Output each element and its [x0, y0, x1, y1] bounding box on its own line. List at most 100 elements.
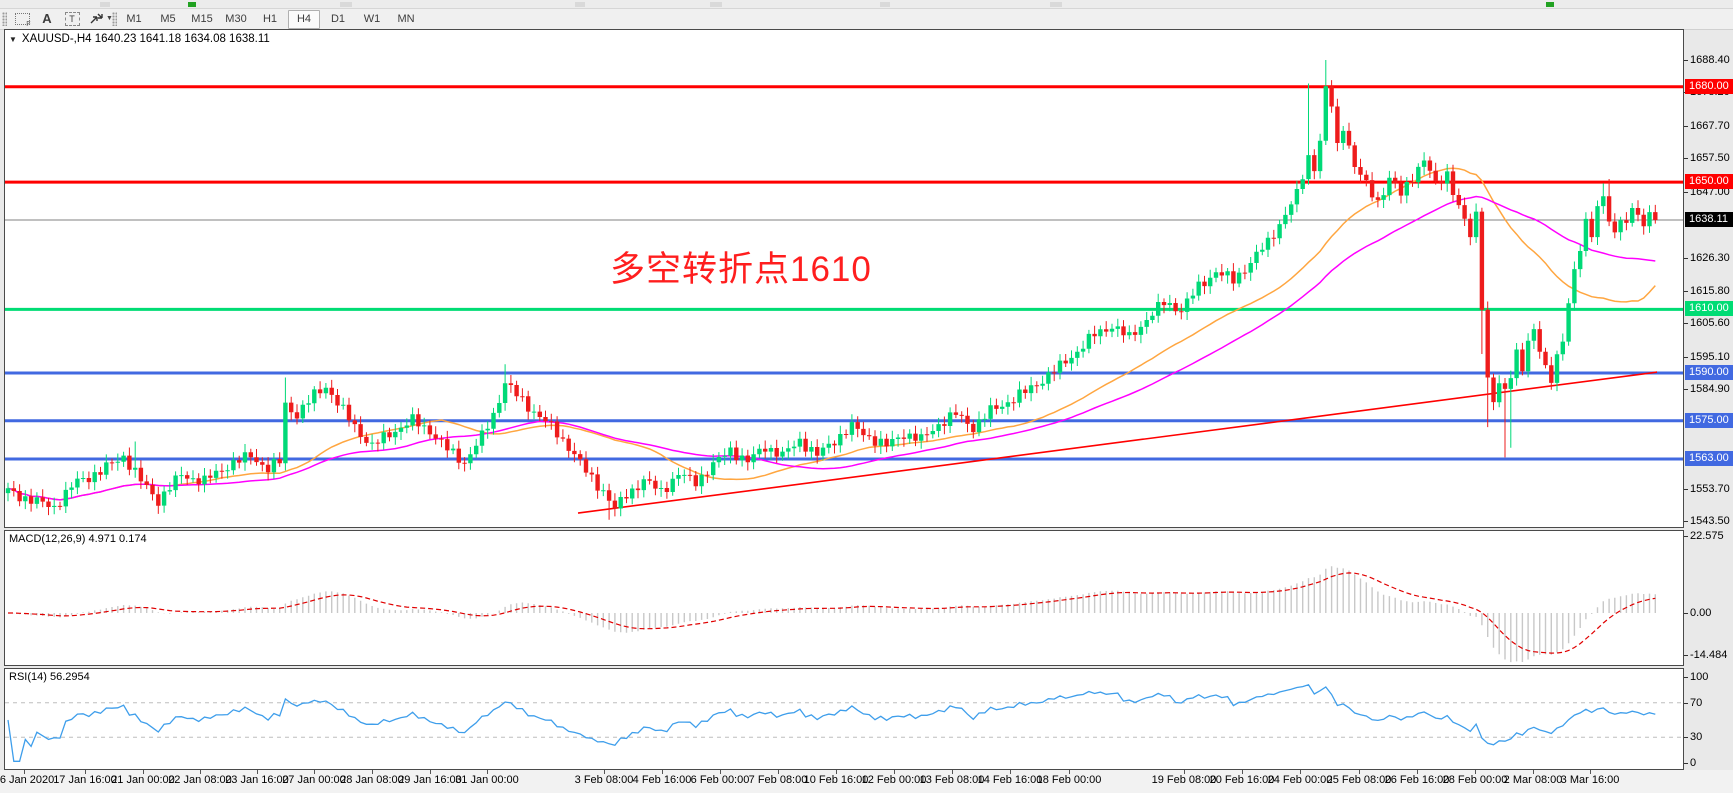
chart-title: ▼ XAUUSD-,H4 1640.23 1641.18 1634.08 163… [9, 33, 270, 45]
tf-button-h4[interactable]: H4 [288, 10, 320, 29]
rsi-tick-label: 100 [1690, 671, 1709, 683]
time-label: 23 Jan 16:00 [225, 774, 289, 786]
time-label: 24 Feb 00:00 [1267, 774, 1333, 786]
time-label: 4 Feb 16:00 [632, 774, 692, 786]
price-badge-1638.11: 1638.11 [1685, 211, 1733, 227]
toolbar-fragment [575, 2, 585, 7]
price-tick-label: 1595.10 [1690, 350, 1730, 363]
price-tick-label: 1553.70 [1690, 482, 1730, 495]
time-label: 12 Feb 00:00 [861, 774, 927, 786]
time-tick-mark [894, 770, 895, 774]
price-tick-label: 1626.30 [1690, 251, 1730, 264]
price-tick-mark [1684, 158, 1688, 160]
time-tick-mark [836, 770, 837, 774]
time-label: 18 Feb 00:00 [1036, 774, 1102, 786]
tf-button-d1[interactable]: D1 [330, 13, 346, 25]
toolbar-fragment [1050, 2, 1062, 7]
price-tick-mark [1684, 60, 1688, 61]
rsi-indicator-label: RSI(14) 56.2954 [9, 671, 90, 683]
time-tick-mark [1242, 770, 1243, 774]
tf-button-w1[interactable]: W1 [363, 13, 381, 25]
time-label: 26 Feb 16:00 [1384, 774, 1450, 786]
dropdown-caret-icon: ▼ [106, 15, 113, 22]
toolbar-fragment [340, 2, 352, 7]
price-tick-mark [1684, 356, 1688, 358]
toolbar-group-handle[interactable] [112, 12, 117, 26]
macd-indicator-label: MACD(12,26,9) 4.971 0.174 [9, 533, 147, 545]
time-tick-mark [1069, 770, 1070, 774]
time-tick-mark [1010, 770, 1011, 774]
time-tick-mark [372, 770, 373, 774]
time-tick-mark [1300, 770, 1301, 774]
price-tick-label: 1667.70 [1690, 119, 1730, 132]
time-tick-mark [604, 770, 605, 774]
price-tick-mark [1684, 323, 1688, 325]
time-tick-mark [257, 770, 258, 774]
macd-tick-label: 0.00 [1690, 607, 1712, 619]
macd-tick-label: 22.575 [1690, 530, 1724, 542]
chart-annotation: 多空转折点1610 [610, 250, 872, 289]
price-tick-mark [1684, 191, 1688, 193]
time-label: 28 Feb 00:00 [1442, 774, 1508, 786]
time-label: 29 Jan 16:00 [398, 774, 462, 786]
time-tick-mark [85, 770, 86, 774]
rsi-tick-label: 30 [1690, 731, 1703, 744]
tf-button-mn[interactable]: MN [397, 13, 415, 25]
tf-button-m30[interactable]: M30 [225, 13, 247, 25]
tf-button-m5[interactable]: M5 [160, 13, 176, 25]
toolbar-fragment [188, 2, 196, 7]
macd-tick-mark [1684, 536, 1688, 537]
time-label: 27 Jan 00:00 [282, 774, 346, 786]
price-tick-label: 1657.50 [1690, 152, 1730, 165]
rsi-panel[interactable] [4, 668, 1684, 770]
price-badge-1575.00: 1575.00 [1685, 412, 1733, 428]
price-badge-1610.00: 1610.00 [1685, 301, 1733, 317]
toolbar-fragment [1546, 2, 1554, 7]
time-tick-mark [1359, 770, 1360, 774]
macd-tick-mark [1684, 655, 1688, 656]
time-tick-mark [662, 770, 663, 774]
price-tick-label: 1688.40 [1690, 54, 1730, 66]
time-tick-mark [430, 770, 431, 774]
tf-button-m15[interactable]: M15 [191, 13, 213, 25]
time-tick-mark [952, 770, 953, 774]
time-tick-mark [1475, 770, 1476, 774]
time-axis[interactable] [0, 770, 1733, 793]
time-label: 7 Feb 08:00 [748, 774, 808, 786]
time-label: 3 Feb 08:00 [574, 774, 634, 786]
price-tick-mark [1684, 125, 1688, 127]
time-tick-mark [143, 770, 144, 774]
text-box-icon[interactable]: T [62, 10, 82, 27]
arrow-style-icon[interactable]: ▼ [88, 10, 114, 27]
tf-button-m1[interactable]: M1 [126, 13, 142, 25]
macd-panel[interactable] [4, 530, 1684, 666]
toolbar: F A T ▼ M1 M5 M15 M30 H1 H4 D1 W1 MN [0, 9, 1733, 30]
rsi-tick-label: 70 [1690, 696, 1703, 709]
toolbar-fragment [880, 2, 890, 7]
time-tick-mark [1417, 770, 1418, 774]
time-label: 10 Feb 16:00 [803, 774, 869, 786]
chart-collapse-icon[interactable]: ▼ [9, 34, 17, 44]
text-label-icon[interactable]: A [42, 11, 52, 26]
time-tick-mark [24, 770, 25, 774]
toolbar-fragment [100, 2, 110, 7]
toolbar-drag-handle[interactable] [2, 12, 7, 26]
timeframe-group: M1 M5 M15 M30 H1 H4 D1 W1 MN [118, 10, 424, 29]
tf-button-h1[interactable]: H1 [262, 13, 278, 25]
time-tick-mark [314, 770, 315, 774]
time-label: 25 Feb 08:00 [1326, 774, 1392, 786]
time-tick-mark [1184, 770, 1185, 774]
macd-tick-label: -14.484 [1690, 649, 1728, 661]
time-label: 17 Jan 16:00 [53, 774, 117, 786]
dotted-grid-icon[interactable]: F [12, 10, 32, 28]
time-label: 2 Mar 08:00 [1503, 774, 1563, 786]
price-tick-mark [1684, 389, 1688, 391]
price-badge-1650.00: 1650.00 [1685, 174, 1733, 190]
time-label: 6 Feb 00:00 [690, 774, 750, 786]
time-label: 21 Jan 00:00 [111, 774, 175, 786]
window-top-strip [0, 0, 1733, 9]
price-tick-mark [1684, 257, 1688, 259]
price-tick-label: 1605.60 [1690, 317, 1730, 330]
rsi-tick-mark [1684, 702, 1688, 704]
rsi-tick-mark [1684, 737, 1688, 739]
